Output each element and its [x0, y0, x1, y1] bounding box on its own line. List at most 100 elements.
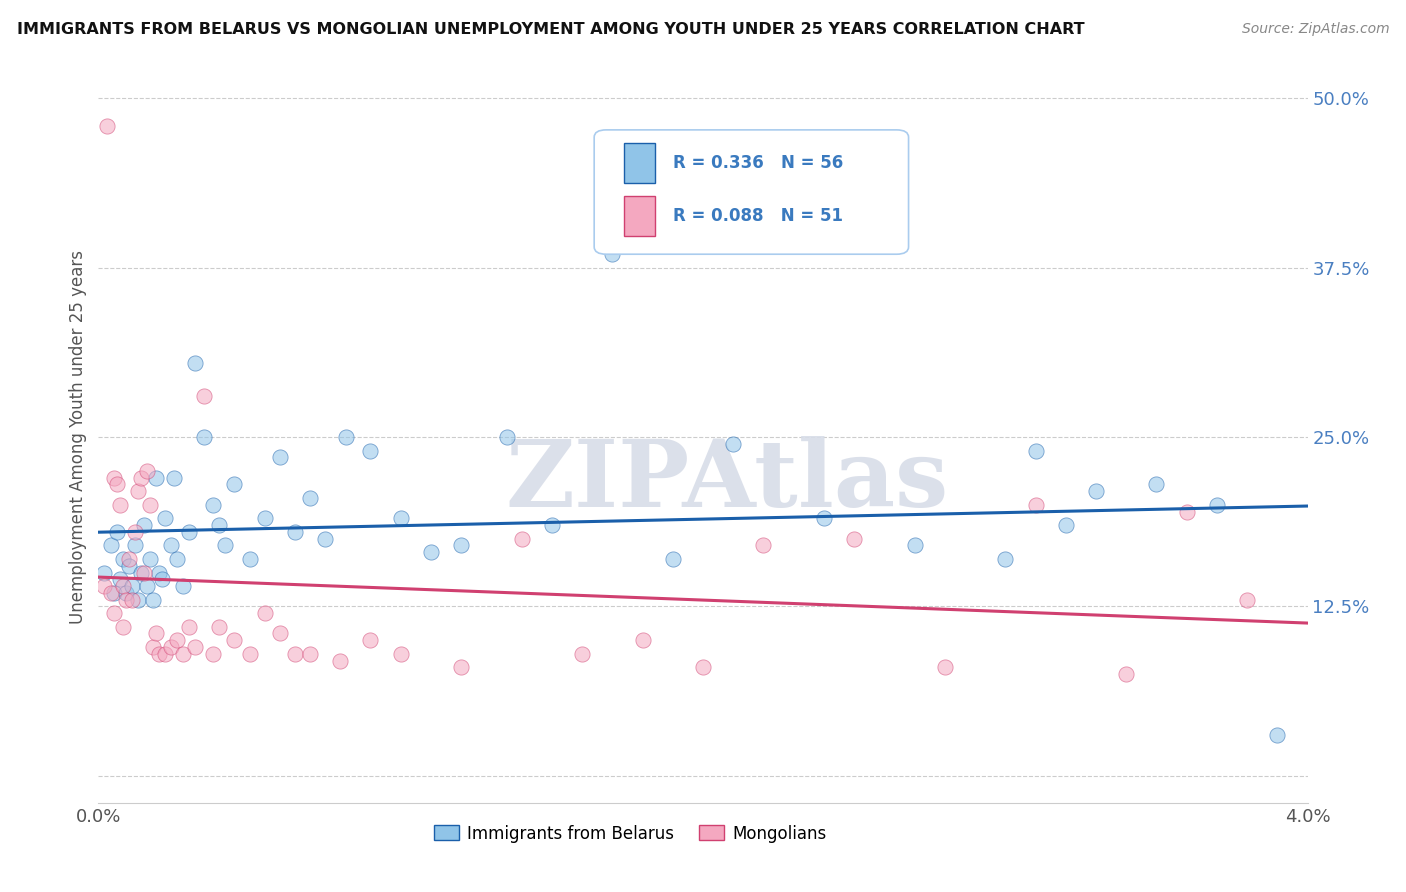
- Point: [145, 626, 167, 640]
- Point: [124, 538, 146, 552]
- Point: [1206, 498, 1229, 512]
- Point: [360, 443, 382, 458]
- Point: [132, 566, 155, 580]
- Point: [193, 430, 215, 444]
- Point: [153, 647, 176, 661]
- Point: [121, 579, 143, 593]
- Point: [904, 538, 927, 552]
- Point: [103, 471, 125, 485]
- Text: IMMIGRANTS FROM BELARUS VS MONGOLIAN UNEMPLOYMENT AMONG YOUTH UNDER 25 YEARS COR: IMMIGRANTS FROM BELARUS VS MONGOLIAN UNE…: [17, 22, 1084, 37]
- Point: [284, 647, 307, 661]
- Point: [202, 498, 225, 512]
- Point: [135, 579, 157, 593]
- Point: [163, 471, 186, 485]
- Point: [723, 437, 745, 451]
- Point: [239, 647, 262, 661]
- Point: [179, 620, 201, 634]
- Point: [208, 620, 231, 634]
- Text: R = 0.088   N = 51: R = 0.088 N = 51: [672, 207, 842, 225]
- Point: [420, 545, 443, 559]
- Point: [103, 586, 125, 600]
- Point: [108, 572, 131, 586]
- FancyBboxPatch shape: [624, 195, 655, 235]
- Point: [602, 247, 624, 261]
- Point: [111, 620, 134, 634]
- Point: [93, 579, 115, 593]
- Point: [179, 524, 201, 539]
- Point: [692, 660, 714, 674]
- Point: [239, 552, 262, 566]
- Point: [160, 538, 183, 552]
- Point: [166, 552, 188, 566]
- Point: [139, 552, 162, 566]
- Point: [571, 647, 593, 661]
- Point: [111, 579, 134, 593]
- Y-axis label: Unemployment Among Youth under 25 years: Unemployment Among Youth under 25 years: [69, 250, 87, 624]
- Point: [142, 640, 165, 654]
- Point: [105, 477, 128, 491]
- Point: [142, 592, 165, 607]
- Point: [172, 647, 194, 661]
- Point: [253, 511, 276, 525]
- Point: [160, 640, 183, 654]
- Point: [135, 464, 157, 478]
- Point: [202, 647, 225, 661]
- Point: [208, 518, 231, 533]
- Point: [127, 484, 149, 499]
- Point: [844, 532, 866, 546]
- Point: [813, 511, 835, 525]
- Point: [631, 633, 654, 648]
- Point: [224, 477, 246, 491]
- Point: [1024, 498, 1046, 512]
- Point: [661, 552, 683, 566]
- Point: [495, 430, 517, 444]
- Point: [111, 552, 134, 566]
- FancyBboxPatch shape: [624, 143, 655, 183]
- Point: [166, 633, 188, 648]
- Point: [253, 606, 276, 620]
- Point: [1236, 592, 1258, 607]
- Point: [269, 450, 291, 465]
- Point: [540, 518, 562, 533]
- Point: [139, 498, 162, 512]
- Point: [118, 552, 141, 566]
- Point: [269, 626, 291, 640]
- Point: [129, 566, 152, 580]
- Point: [1175, 505, 1198, 519]
- Point: [1115, 667, 1137, 681]
- Point: [118, 558, 141, 573]
- Point: [121, 592, 143, 607]
- Point: [299, 491, 322, 505]
- Point: [1085, 484, 1108, 499]
- Point: [108, 498, 131, 512]
- Point: [389, 647, 412, 661]
- Point: [214, 538, 236, 552]
- Point: [132, 518, 155, 533]
- Point: [100, 586, 122, 600]
- Point: [93, 566, 115, 580]
- Point: [127, 592, 149, 607]
- Point: [150, 572, 173, 586]
- Point: [124, 524, 146, 539]
- Legend: Immigrants from Belarus, Mongolians: Immigrants from Belarus, Mongolians: [427, 818, 834, 849]
- Point: [96, 119, 118, 133]
- Text: R = 0.336   N = 56: R = 0.336 N = 56: [672, 154, 844, 172]
- Point: [284, 524, 307, 539]
- Point: [100, 538, 122, 552]
- Point: [193, 389, 215, 403]
- Text: Source: ZipAtlas.com: Source: ZipAtlas.com: [1241, 22, 1389, 37]
- Point: [105, 524, 128, 539]
- Point: [752, 538, 775, 552]
- Point: [103, 606, 125, 620]
- Point: [314, 532, 336, 546]
- Point: [114, 586, 136, 600]
- Point: [172, 579, 194, 593]
- Text: ZIPAtlas: ZIPAtlas: [506, 436, 949, 526]
- Point: [934, 660, 956, 674]
- Point: [994, 552, 1017, 566]
- Point: [129, 471, 152, 485]
- Point: [389, 511, 412, 525]
- Point: [1024, 443, 1046, 458]
- Point: [1146, 477, 1168, 491]
- Point: [145, 471, 167, 485]
